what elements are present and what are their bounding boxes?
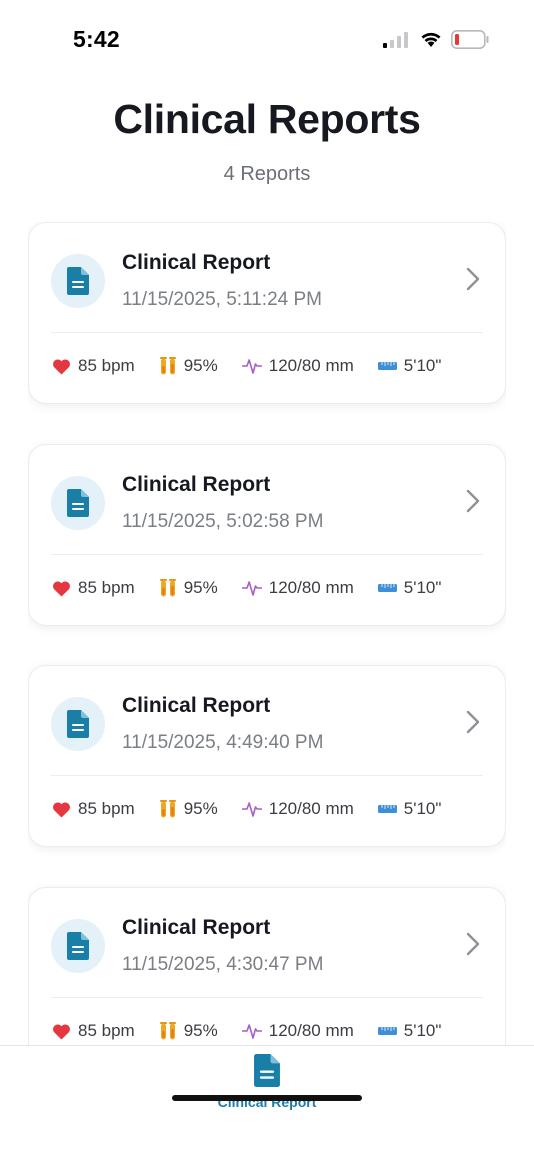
ruler-icon (377, 805, 397, 813)
heart-rate: 85 bpm (52, 1021, 135, 1041)
height-value: 5'10" (403, 356, 442, 375)
document-icon (51, 697, 105, 751)
height: 5'10" (377, 1021, 442, 1041)
ruler-icon (377, 1027, 397, 1035)
ruler-icon (377, 584, 397, 592)
heart-icon (53, 358, 70, 375)
oxygen-saturation: 95% (159, 578, 218, 598)
heart-rate-value: 85 bpm (78, 1021, 135, 1040)
status-bar: 5:42 (0, 0, 534, 80)
pulse-icon (241, 802, 262, 817)
height-value: 5'10" (403, 578, 442, 597)
heart-rate-value: 85 bpm (78, 356, 135, 375)
document-icon (254, 1054, 280, 1087)
oxygen-value: 95% (183, 799, 218, 818)
status-time: 5:42 (73, 26, 120, 52)
blood-pressure: 120/80 mm (241, 799, 354, 819)
pulse-icon (241, 1024, 262, 1039)
heart-icon (53, 801, 70, 818)
document-icon (51, 476, 105, 530)
test-tubes-icon (159, 578, 176, 596)
blood-pressure-value: 120/80 mm (268, 356, 354, 375)
report-title: Clinical Report (122, 694, 271, 717)
vitals-row: 85 bpm 95% 120/80 mm 5'10" (52, 797, 465, 821)
test-tubes-icon (159, 356, 176, 374)
chevron-right-icon[interactable] (466, 489, 480, 513)
document-icon (51, 254, 105, 308)
home-indicator[interactable] (172, 1095, 362, 1101)
vitals-row: 85 bpm 95% 120/80 mm 5'10" (52, 1019, 465, 1043)
heart-rate: 85 bpm (52, 799, 135, 819)
wifi-icon (421, 32, 441, 47)
test-tubes-icon (159, 799, 176, 817)
card-divider (51, 997, 483, 998)
report-date: 11/15/2025, 4:30:47 PM (122, 954, 324, 975)
battery-icon (451, 30, 489, 49)
oxygen-saturation: 95% (159, 799, 218, 819)
report-date: 11/15/2025, 5:11:24 PM (122, 289, 323, 310)
vitals-row: 85 bpm 95% 120/80 mm 5'10" (52, 354, 465, 378)
pulse-icon (241, 581, 262, 596)
heart-rate-value: 85 bpm (78, 799, 135, 818)
pulse-icon (241, 359, 262, 374)
ruler-icon (377, 362, 397, 370)
vitals-row: 85 bpm 95% 120/80 mm 5'10" (52, 576, 465, 600)
report-date: 11/15/2025, 5:02:58 PM (122, 511, 324, 532)
oxygen-value: 95% (183, 356, 218, 375)
height: 5'10" (377, 578, 442, 598)
blood-pressure: 120/80 mm (241, 578, 354, 598)
height-value: 5'10" (403, 799, 442, 818)
heart-rate: 85 bpm (52, 356, 135, 376)
report-card-header[interactable]: Clinical Report 11/15/2025, 5:11:24 PM (29, 223, 505, 333)
blood-pressure-value: 120/80 mm (268, 1021, 354, 1040)
card-divider (51, 554, 483, 555)
heart-rate-value: 85 bpm (78, 578, 135, 597)
report-card[interactable]: Clinical Report 11/15/2025, 4:30:47 PM 8… (28, 887, 506, 1045)
height-value: 5'10" (403, 1021, 442, 1040)
oxygen-saturation: 95% (159, 1021, 218, 1041)
report-title: Clinical Report (122, 916, 271, 939)
test-tubes-icon (159, 1021, 176, 1039)
report-card-header[interactable]: Clinical Report 11/15/2025, 4:49:40 PM (29, 666, 505, 776)
report-list[interactable]: Clinical Report 11/15/2025, 5:11:24 PM 8… (28, 222, 506, 1045)
card-divider (51, 775, 483, 776)
chevron-right-icon[interactable] (466, 932, 480, 956)
tab-bar: Clinical Report (0, 1045, 534, 1158)
report-card-header[interactable]: Clinical Report 11/15/2025, 4:30:47 PM (29, 888, 505, 998)
report-card-header[interactable]: Clinical Report 11/15/2025, 5:02:58 PM (29, 445, 505, 555)
chevron-right-icon[interactable] (466, 710, 480, 734)
report-date: 11/15/2025, 4:49:40 PM (122, 732, 324, 753)
heart-rate: 85 bpm (52, 578, 135, 598)
height: 5'10" (377, 799, 442, 819)
report-card[interactable]: Clinical Report 11/15/2025, 5:02:58 PM 8… (28, 444, 506, 626)
cellular-signal-icon (383, 32, 408, 48)
heart-icon (53, 580, 70, 597)
blood-pressure: 120/80 mm (241, 1021, 354, 1041)
oxygen-value: 95% (183, 578, 218, 597)
blood-pressure-value: 120/80 mm (268, 799, 354, 818)
blood-pressure-value: 120/80 mm (268, 578, 354, 597)
page-header: Clinical Reports 4 Reports (0, 96, 534, 186)
oxygen-value: 95% (183, 1021, 218, 1040)
report-card[interactable]: Clinical Report 11/15/2025, 4:49:40 PM 8… (28, 665, 506, 847)
card-divider (51, 332, 483, 333)
report-card[interactable]: Clinical Report 11/15/2025, 5:11:24 PM 8… (28, 222, 506, 404)
chevron-right-icon[interactable] (466, 267, 480, 291)
heart-icon (53, 1023, 70, 1040)
height: 5'10" (377, 356, 442, 376)
document-icon (51, 919, 105, 973)
report-title: Clinical Report (122, 251, 271, 274)
oxygen-saturation: 95% (159, 356, 218, 376)
blood-pressure: 120/80 mm (241, 356, 354, 376)
page-title: Clinical Reports (113, 96, 421, 142)
report-title: Clinical Report (122, 473, 271, 496)
report-count: 4 Reports (223, 163, 311, 185)
tab-clinical-report[interactable]: Clinical Report (0, 1054, 534, 1110)
